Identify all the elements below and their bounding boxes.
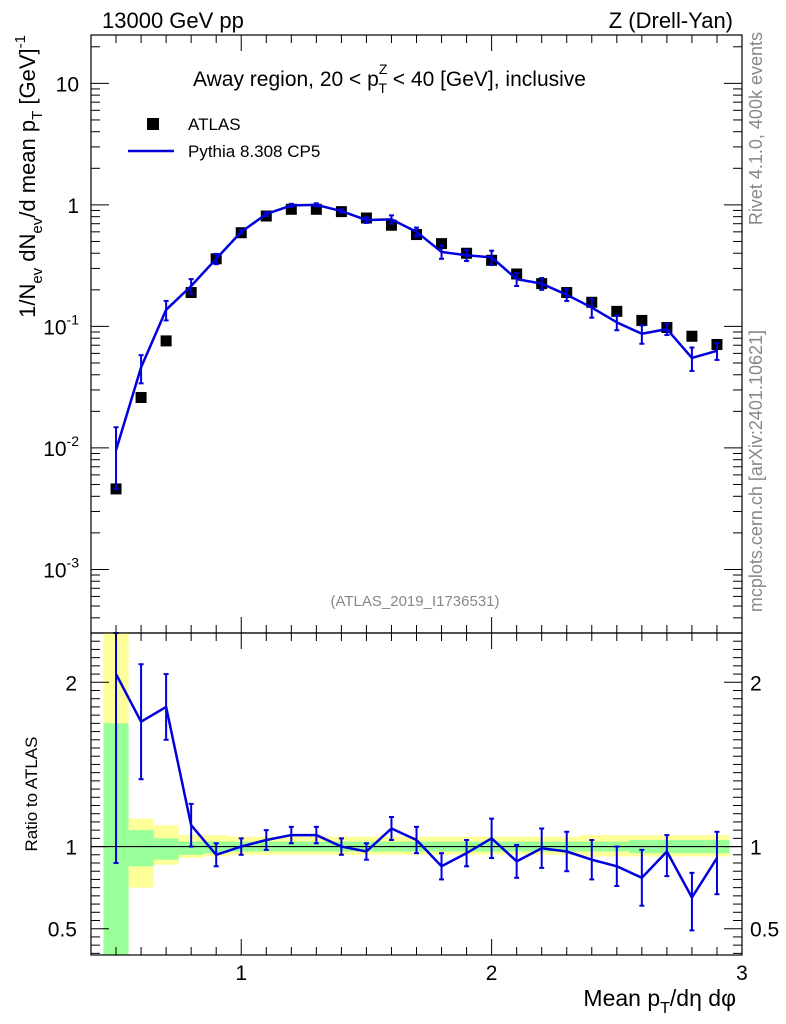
- y-tick-label: 1: [67, 195, 79, 218]
- y-axis-label: 1/Nev dNev/d mean pT [GeV]-1: [12, 35, 46, 318]
- ratio-band-green: [178, 841, 204, 855]
- legend-atlas-label: ATLAS: [188, 115, 241, 134]
- atlas-point: [436, 238, 448, 250]
- header-right-label: Z (Drell-Yan): [609, 8, 733, 33]
- atlas-point: [135, 392, 147, 404]
- atlas-point: [310, 203, 322, 215]
- main-series: [110, 202, 723, 495]
- y-tick-label: 10: [56, 73, 79, 96]
- ratio-band-green: [153, 838, 179, 860]
- legend: ATLAS Pythia 8.308 CP5: [128, 115, 320, 161]
- ratio-y-tick-label: 2: [65, 672, 77, 695]
- ratio-y-tick-label-right: 0.5: [750, 919, 779, 942]
- ratio-y-tick-label: 1: [65, 837, 77, 860]
- atlas-point: [285, 203, 297, 215]
- atlas-point: [385, 219, 397, 231]
- analysis-id: (ATLAS_2019_I1736531): [330, 593, 499, 610]
- atlas-point: [686, 330, 698, 342]
- ratio-y-tick-label: 0.5: [48, 919, 77, 942]
- x-tick-label: 2: [486, 962, 498, 985]
- chart-title: Away region, 20 < pZ T < 40 [GeV], inclus…: [193, 61, 586, 96]
- atlas-point: [611, 305, 623, 317]
- ratio-y-axis-label: Ratio to ATLAS: [22, 737, 41, 852]
- mcplots-label: mcplots.cern.ch [arXiv:2401.10621]: [746, 330, 766, 612]
- y-tick-label: 10-2: [43, 433, 79, 461]
- ratio-bands: [103, 633, 730, 955]
- main-panel: 10-3 10-2 10-1 1 10 Away region, 20 < pZ T < …: [12, 34, 743, 634]
- y-tick-label: 10-3: [43, 554, 79, 582]
- x-tick-label: 3: [736, 962, 748, 985]
- main-ticks: 10-3 10-2 10-1 1 10: [43, 35, 743, 634]
- atlas-point: [160, 335, 172, 347]
- pythia-line: [114, 203, 718, 451]
- ratio-line: [114, 673, 719, 899]
- x-axis-label: Mean pT/dη dφ: [583, 985, 736, 1017]
- legend-pythia-label: Pythia 8.308 CP5: [188, 142, 320, 161]
- x-tick-label: 1: [235, 962, 247, 985]
- ratio-series: [113, 632, 720, 932]
- ratio-y-tick-label-right: 1: [750, 837, 762, 860]
- ratio-band-green: [128, 830, 154, 867]
- ratio-ticks: 0.5 0.5 1 1 2 2: [48, 632, 779, 955]
- y-tick-label: 10-1: [43, 311, 79, 339]
- ratio-y-tick-label-right: 2: [750, 672, 762, 695]
- ratio-frame: [90, 632, 743, 956]
- header-left-label: 13000 GeV pp: [102, 8, 244, 33]
- rivet-label: Rivet 4.1.0, 400k events: [746, 32, 766, 225]
- legend-atlas-marker: [147, 118, 159, 130]
- x-tick-labels: 1 2 3: [235, 962, 747, 985]
- atlas-point: [636, 314, 648, 326]
- ratio-panel: 0.5 0.5 1 1 2 2 Ratio to ATLAS: [22, 632, 779, 956]
